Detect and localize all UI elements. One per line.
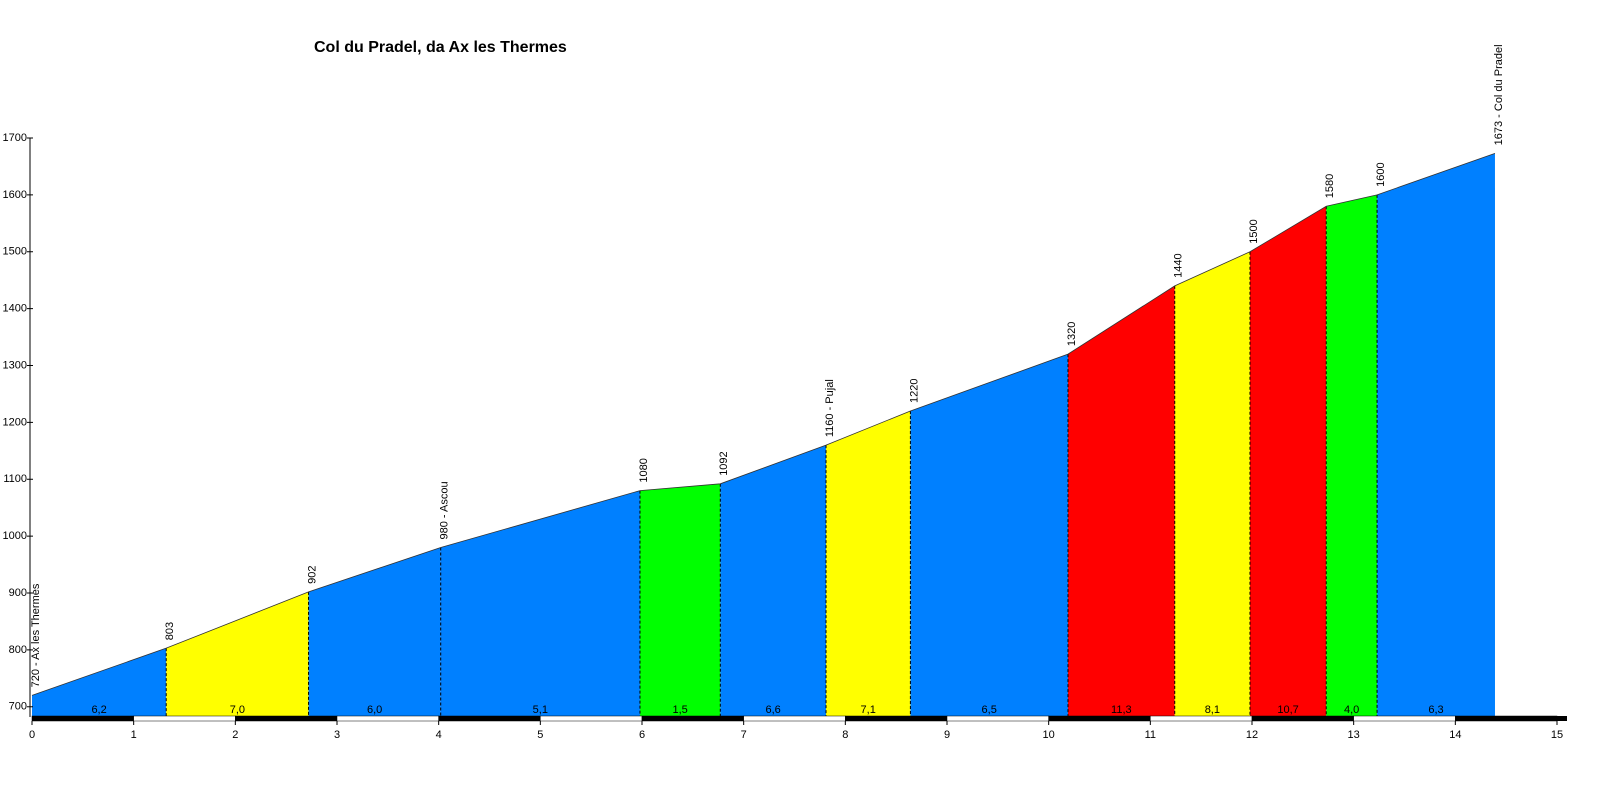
scale-bar-block — [946, 715, 1049, 722]
point-label: 1080 — [638, 458, 650, 482]
segment-area — [1249, 206, 1327, 718]
segment-gradient-label: 8,1 — [1205, 704, 1220, 716]
x-tick-label: 11 — [1145, 729, 1156, 741]
x-tick-label: 13 — [1348, 729, 1360, 741]
segment-area — [826, 411, 911, 717]
scale-bar-block — [336, 715, 439, 722]
x-tick-label: 0 — [29, 729, 35, 741]
x-tick-label: 4 — [436, 729, 442, 741]
segment-area — [440, 490, 640, 717]
segment-area — [1067, 285, 1175, 717]
point-label: 1673 - Col du Pradel — [1493, 44, 1505, 145]
point-label: 1092 — [718, 451, 730, 475]
segment-gradient-label: 6,2 — [91, 704, 106, 716]
y-tick-label: 1300 — [3, 359, 27, 371]
x-tick-label: 1 — [131, 729, 137, 741]
scale-bar-block — [1048, 715, 1151, 722]
scale-bar-block — [540, 715, 643, 722]
x-tick-label: 8 — [842, 729, 848, 741]
chart-title: Col du Pradel, da Ax les Thermes — [314, 39, 567, 56]
segment-gradient-label: 6,3 — [1428, 704, 1443, 716]
scale-bar-block — [845, 715, 948, 722]
point-label: 1500 — [1248, 219, 1260, 243]
y-tick-label: 1400 — [3, 303, 27, 315]
segment-gradient-label: 10,7 — [1277, 704, 1298, 716]
segment-area — [1326, 194, 1378, 717]
point-label: 1320 — [1066, 322, 1078, 346]
scale-bar-block — [235, 715, 338, 722]
profile-line — [31, 152, 1496, 696]
scale-bar-block — [1353, 715, 1456, 722]
y-tick-label: 1200 — [3, 416, 27, 428]
segment-area — [1174, 251, 1250, 718]
y-tick-label: 1600 — [3, 189, 27, 201]
y-tick-label: 900 — [9, 587, 27, 599]
y-tick-label: 700 — [9, 701, 27, 713]
segment-gradient-label: 6,0 — [367, 704, 382, 716]
point-label: 1220 — [908, 379, 920, 403]
x-tick-label: 14 — [1449, 729, 1461, 741]
segment-area — [639, 483, 721, 717]
point-label: 1600 — [1375, 162, 1387, 186]
scale-bar-tail — [1557, 716, 1567, 721]
segment-area — [308, 547, 441, 717]
segment-area — [32, 648, 167, 717]
point-label: 1580 — [1324, 174, 1336, 198]
point-label: 980 - Ascou — [439, 481, 451, 539]
segment-gradient-label: 5,1 — [533, 704, 548, 716]
scale-bar-block — [743, 715, 846, 722]
segment-gradient-label: 6,6 — [766, 704, 781, 716]
x-tick-label: 5 — [537, 729, 543, 741]
point-label: 902 — [306, 566, 318, 584]
y-tick-label: 1700 — [3, 132, 27, 144]
segment-gradient-label: 6,5 — [982, 704, 997, 716]
segment-gradient-label: 11,3 — [1111, 704, 1132, 716]
x-tick-label: 10 — [1043, 729, 1055, 741]
scale-bar-block — [438, 715, 541, 722]
x-tick-label: 2 — [232, 729, 238, 741]
segment-area — [720, 445, 827, 717]
scale-bar-block — [1251, 715, 1354, 722]
point-label: 803 — [164, 622, 176, 640]
segment-gradient-label: 1,5 — [672, 704, 687, 716]
x-tick-label: 12 — [1246, 729, 1258, 741]
segment-area — [910, 354, 1068, 717]
scale-bar-block — [133, 715, 236, 722]
y-tick-label: 1100 — [3, 473, 27, 485]
x-tick-label: 7 — [741, 729, 747, 741]
x-tick-label: 3 — [334, 729, 340, 741]
segment-gradient-label: 7,0 — [230, 704, 245, 716]
scale-bar-block — [1150, 715, 1253, 722]
segment-gradient-label: 7,1 — [861, 704, 876, 716]
point-label: 1440 — [1173, 253, 1185, 277]
segment-area — [1377, 153, 1495, 718]
segment-area — [166, 591, 309, 717]
y-tick-label: 800 — [9, 644, 27, 656]
y-tick-label: 1500 — [3, 246, 27, 258]
point-label: 1160 - Pujal — [824, 379, 836, 437]
y-tick-label: 1000 — [3, 530, 27, 542]
segment-gradient-label: 4,0 — [1344, 704, 1359, 716]
point-label: 720 - Ax les Thermes — [30, 583, 42, 687]
x-tick-label: 6 — [639, 729, 645, 741]
scale-bar-block — [641, 715, 744, 722]
scale-bar-block — [31, 715, 134, 722]
x-tick-label: 15 — [1551, 729, 1563, 741]
scale-bar-block — [1455, 715, 1558, 722]
x-tick-label: 9 — [944, 729, 950, 741]
